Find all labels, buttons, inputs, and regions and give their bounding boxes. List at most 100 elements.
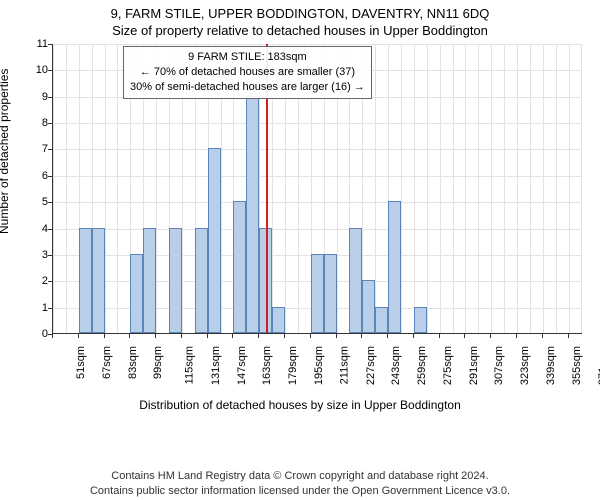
x-tick-label: 259sqm	[416, 346, 428, 385]
x-tick-label: 275sqm	[442, 346, 454, 385]
y-tick-label: 4	[32, 223, 48, 235]
y-tick-label: 5	[32, 196, 48, 208]
gridline-v	[414, 44, 415, 333]
x-tick-label: 211sqm	[338, 346, 350, 384]
y-tick-label: 2	[32, 275, 48, 287]
gridline-v	[478, 44, 479, 333]
x-tick-label: 291sqm	[468, 346, 480, 385]
x-tick-mark	[516, 334, 517, 338]
x-tick-mark	[284, 334, 285, 338]
x-tick-label: 243sqm	[390, 346, 402, 385]
bar	[233, 201, 246, 333]
gridline-h	[53, 149, 582, 150]
bar	[362, 280, 375, 333]
bar	[169, 228, 182, 333]
y-tick-label: 7	[32, 143, 48, 155]
x-tick-label: 83sqm	[127, 346, 139, 379]
gridline-h	[53, 44, 582, 45]
y-tick-mark	[48, 308, 52, 309]
x-tick-label: 99sqm	[152, 346, 164, 379]
y-tick-label: 9	[32, 91, 48, 103]
bar	[92, 228, 105, 333]
bar	[195, 228, 208, 333]
gridline-v	[569, 44, 570, 333]
x-tick-label: 115sqm	[183, 346, 195, 384]
y-tick-label: 10	[32, 64, 48, 76]
x-tick-mark	[52, 334, 53, 338]
bar	[208, 148, 221, 333]
x-tick-label: 147sqm	[236, 346, 248, 385]
gridline-h	[53, 123, 582, 124]
x-tick-mark	[181, 334, 182, 338]
gridline-v	[401, 44, 402, 333]
y-tick-label: 0	[32, 328, 48, 340]
y-tick-mark	[48, 176, 52, 177]
gridline-v	[543, 44, 544, 333]
gridline-v	[375, 44, 376, 333]
gridline-v	[440, 44, 441, 333]
x-tick-label: 131sqm	[210, 346, 222, 385]
y-tick-mark	[48, 281, 52, 282]
x-tick-mark	[155, 334, 156, 338]
bar	[375, 307, 388, 333]
bar	[414, 307, 427, 333]
x-tick-mark	[232, 334, 233, 338]
x-tick-mark	[464, 334, 465, 338]
gridline-h	[53, 176, 582, 177]
x-tick-label: 163sqm	[262, 346, 274, 385]
footer: Contains HM Land Registry data © Crown c…	[0, 469, 600, 498]
x-tick-mark	[258, 334, 259, 338]
y-tick-mark	[48, 255, 52, 256]
footer-line-2: Contains public sector information licen…	[0, 484, 600, 498]
x-tick-mark	[439, 334, 440, 338]
bar	[79, 228, 92, 333]
footer-line-1: Contains HM Land Registry data © Crown c…	[0, 469, 600, 483]
x-tick-label: 227sqm	[365, 346, 377, 385]
gridline-v	[517, 44, 518, 333]
y-tick-mark	[48, 229, 52, 230]
x-tick-mark	[129, 334, 130, 338]
x-tick-label: 355sqm	[571, 346, 583, 385]
y-tick-mark	[48, 97, 52, 98]
bar	[311, 254, 324, 333]
x-tick-label: 307sqm	[494, 346, 506, 385]
bar	[272, 307, 285, 333]
x-tick-mark	[490, 334, 491, 338]
gridline-v	[465, 44, 466, 333]
y-tick-mark	[48, 44, 52, 45]
x-tick-label: 339sqm	[545, 346, 557, 385]
x-tick-mark	[361, 334, 362, 338]
y-tick-mark	[48, 70, 52, 71]
x-tick-mark	[542, 334, 543, 338]
gridline-v	[53, 44, 54, 333]
x-tick-mark	[387, 334, 388, 338]
bar	[388, 201, 401, 333]
x-tick-label: 179sqm	[287, 346, 299, 385]
bar	[246, 96, 259, 333]
plot-area: 9 FARM STILE: 183sqm ← 70% of detached h…	[52, 44, 582, 334]
y-axis-label: Number of detached properties	[0, 69, 11, 234]
gridline-v	[427, 44, 428, 333]
y-tick-label: 3	[32, 249, 48, 261]
x-tick-label: 67sqm	[101, 346, 113, 379]
info-box: 9 FARM STILE: 183sqm ← 70% of detached h…	[123, 46, 372, 99]
bar	[130, 254, 143, 333]
x-tick-mark	[104, 334, 105, 338]
y-tick-mark	[48, 123, 52, 124]
info-line-1: 9 FARM STILE: 183sqm	[130, 50, 365, 65]
x-tick-mark	[310, 334, 311, 338]
y-tick-mark	[48, 149, 52, 150]
gridline-v	[581, 44, 582, 333]
bar	[324, 254, 337, 333]
gridline-h	[53, 202, 582, 203]
y-tick-label: 6	[32, 170, 48, 182]
x-tick-mark	[207, 334, 208, 338]
x-tick-mark	[78, 334, 79, 338]
x-tick-label: 371sqm	[597, 346, 600, 385]
x-tick-label: 195sqm	[313, 346, 325, 385]
gridline-v	[117, 44, 118, 333]
x-axis-label: Distribution of detached houses by size …	[0, 398, 600, 412]
chart-container: Number of detached properties 9 FARM STI…	[0, 44, 600, 424]
y-tick-label: 8	[32, 117, 48, 129]
x-tick-label: 323sqm	[519, 346, 531, 385]
